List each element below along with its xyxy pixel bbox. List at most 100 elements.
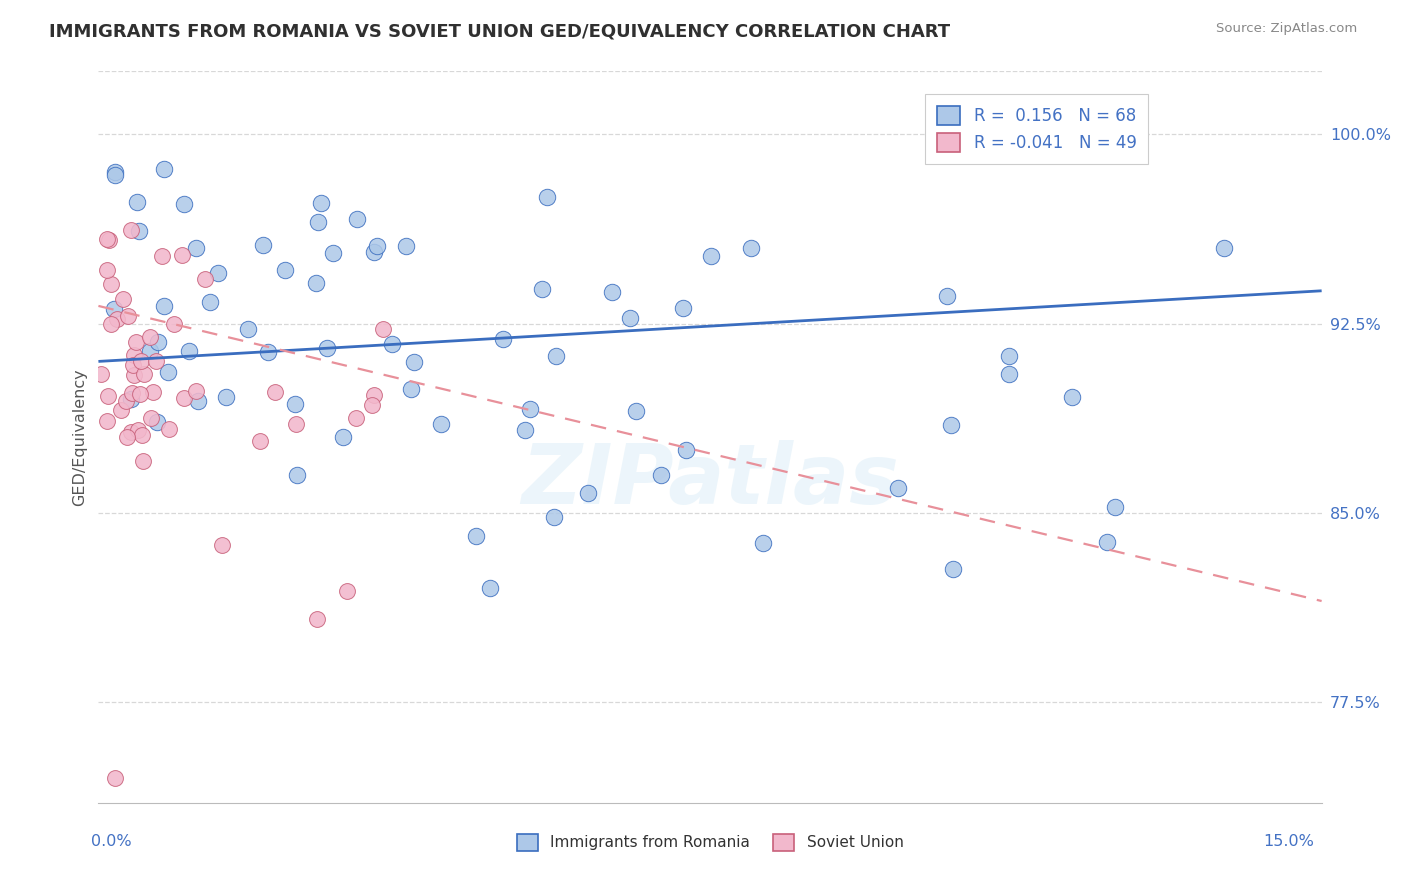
Point [150, 249, 173, 263]
Point [305, 612, 328, 626]
Point [316, 341, 339, 355]
Point [346, 211, 368, 226]
Point [128, 387, 150, 401]
Point [207, 266, 229, 280]
Point [935, 289, 957, 303]
Point [194, 271, 217, 285]
Point [1097, 534, 1119, 549]
Point [128, 224, 150, 238]
Point [942, 562, 965, 576]
Point [249, 434, 271, 448]
Point [515, 423, 537, 437]
Point [404, 355, 426, 369]
Point [157, 365, 180, 379]
Point [139, 330, 162, 344]
Point [307, 215, 329, 229]
Point [363, 387, 385, 401]
Point [380, 336, 402, 351]
Point [120, 425, 142, 439]
Point [536, 190, 558, 204]
Point [211, 537, 233, 551]
Point [131, 428, 153, 442]
Point [531, 282, 554, 296]
Point [543, 510, 565, 524]
Point [371, 321, 394, 335]
Point [492, 332, 515, 346]
Point [366, 239, 388, 253]
Point [117, 309, 139, 323]
Point [173, 391, 195, 405]
Point [544, 350, 567, 364]
Point [127, 423, 149, 437]
Point [152, 299, 174, 313]
Point [124, 348, 146, 362]
Point [121, 386, 143, 401]
Point [997, 367, 1019, 381]
Point [200, 295, 222, 310]
Point [141, 410, 163, 425]
Point [886, 481, 908, 495]
Point [122, 358, 145, 372]
Point [179, 344, 201, 359]
Text: Source: ZipAtlas.com: Source: ZipAtlas.com [1216, 22, 1357, 36]
Point [215, 390, 238, 404]
Legend: Immigrants from Romania, Soviet Union: Immigrants from Romania, Soviet Union [510, 828, 910, 857]
Point [700, 249, 723, 263]
Point [360, 398, 382, 412]
Point [139, 344, 162, 359]
Point [600, 285, 623, 299]
Point [335, 583, 357, 598]
Point [284, 397, 307, 411]
Point [142, 385, 165, 400]
Point [103, 301, 125, 316]
Point [430, 417, 453, 432]
Point [100, 277, 122, 292]
Point [132, 453, 155, 467]
Point [100, 317, 122, 331]
Point [104, 168, 127, 182]
Point [97, 389, 120, 403]
Point [465, 529, 488, 543]
Point [332, 430, 354, 444]
Point [104, 165, 127, 179]
Text: IMMIGRANTS FROM ROMANIA VS SOVIET UNION GED/EQUIVALENCY CORRELATION CHART: IMMIGRANTS FROM ROMANIA VS SOVIET UNION … [49, 22, 950, 40]
Point [285, 468, 308, 483]
Point [120, 223, 142, 237]
Point [184, 241, 207, 255]
Point [256, 344, 278, 359]
Point [96, 414, 118, 428]
Point [395, 239, 418, 253]
Text: ZIPatlas: ZIPatlas [522, 441, 898, 522]
Point [115, 393, 138, 408]
Point [134, 367, 156, 381]
Point [163, 317, 186, 331]
Point [675, 442, 697, 457]
Point [148, 334, 170, 349]
Point [110, 402, 132, 417]
Text: 0.0%: 0.0% [91, 834, 132, 849]
Point [672, 301, 695, 315]
Point [1062, 390, 1084, 404]
Point [96, 232, 118, 246]
Point [105, 311, 128, 326]
Point [173, 196, 195, 211]
Point [184, 384, 207, 398]
Point [751, 536, 773, 550]
Point [344, 411, 367, 425]
Point [90, 367, 112, 381]
Point [96, 262, 118, 277]
Point [1212, 241, 1234, 255]
Point [274, 263, 297, 277]
Point [124, 335, 146, 350]
Point [187, 393, 209, 408]
Point [170, 248, 193, 262]
Point [252, 238, 274, 252]
Text: 15.0%: 15.0% [1264, 834, 1315, 849]
Point [519, 401, 541, 416]
Point [236, 322, 259, 336]
Point [576, 486, 599, 500]
Point [619, 310, 641, 325]
Point [624, 404, 647, 418]
Point [111, 292, 134, 306]
Point [145, 415, 167, 429]
